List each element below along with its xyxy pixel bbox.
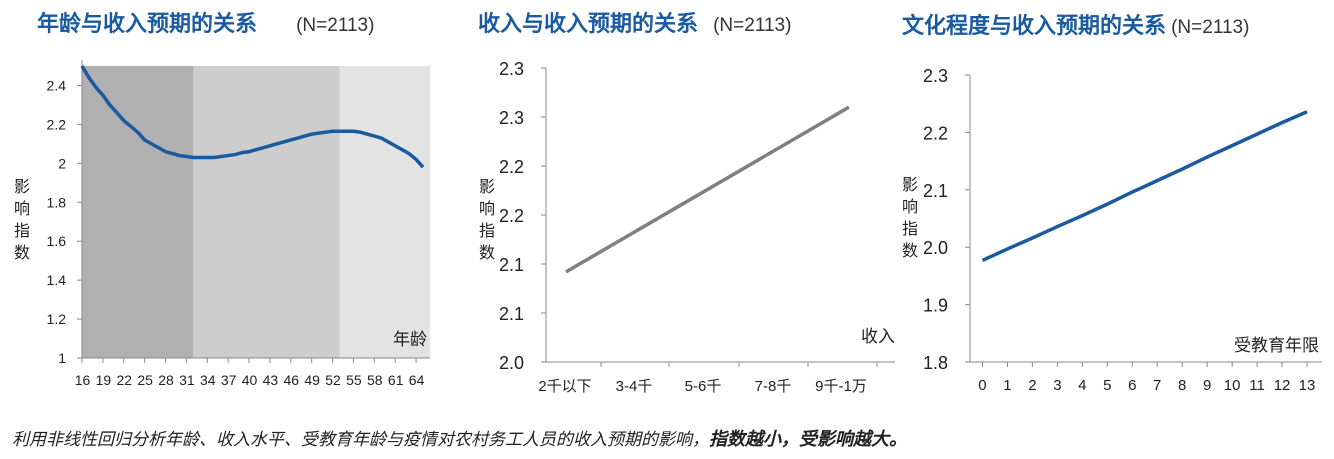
x-category-label: 5-6千 (685, 378, 722, 395)
age-band-3 (339, 66, 430, 358)
x-tick-label: 4 (1078, 377, 1086, 394)
x-tick-label: 19 (96, 372, 112, 388)
y-axis-label: 响 (479, 200, 495, 218)
y-tick-label: 1.8 (47, 194, 67, 210)
x-tick-label: 49 (304, 372, 320, 388)
x-tick-label: 7 (1153, 377, 1161, 394)
x-tick-label: 34 (200, 372, 216, 388)
y-tick-label: 2.3 (499, 108, 524, 128)
x-tick-label: 13 (1299, 377, 1316, 394)
y-tick-label: 2.4 (47, 77, 67, 93)
y-tick-label: 1.4 (47, 272, 67, 288)
x-tick-label: 52 (325, 372, 341, 388)
age-band-2 (193, 66, 340, 358)
x-tick-label: 0 (978, 377, 986, 394)
x-axis-label: 受教育年限 (1234, 336, 1319, 355)
y-axis-label: 指 (14, 222, 30, 240)
chart1-title-text: 年龄与收入预期的关系 (37, 12, 258, 37)
y-axis-label: 影 (14, 178, 30, 196)
y-tick-label: 2.2 (923, 123, 948, 143)
x-tick-label: 5 (1103, 377, 1111, 394)
chart2-title-text: 收入与收入预期的关系 (478, 12, 699, 37)
x-tick-label: 61 (388, 372, 404, 388)
y-axis-label: 响 (14, 200, 30, 218)
y-tick-label: 2.0 (499, 353, 524, 373)
y-tick-label: 1.8 (923, 353, 948, 373)
y-tick-label: 2.0 (923, 238, 948, 258)
x-axis-label: 年龄 (393, 330, 427, 349)
x-category-label: 9千-1万 (815, 378, 867, 395)
x-tick-label: 40 (242, 372, 258, 388)
y-axis-label: 数 (479, 244, 495, 262)
x-tick-label: 2 (1028, 377, 1036, 394)
x-tick-label: 31 (179, 372, 195, 388)
x-tick-label: 10 (1224, 377, 1241, 394)
x-category-label: 2千以下 (538, 378, 591, 395)
x-tick-label: 28 (158, 372, 174, 388)
footer-emphasis: 指数越小，受影响越大。 (709, 429, 907, 450)
footer-note: 利用非线性回归分析年龄、收入水平、受教育年龄与疫情对农村务工人员的收入预期的影响… (12, 425, 907, 451)
y-tick-label: 2.2 (499, 206, 524, 226)
x-category-label: 3-4千 (616, 378, 653, 395)
x-tick-label: 55 (346, 372, 362, 388)
y-tick-label: 2.3 (923, 66, 948, 86)
chart3-subtitle: (N=2113) (1171, 17, 1250, 38)
y-axis-label: 数 (14, 244, 30, 262)
x-tick-label: 8 (1178, 377, 1186, 394)
income-series-line (565, 105, 850, 274)
x-tick-label: 12 (1274, 377, 1291, 394)
y-axis-label: 影 (902, 176, 918, 194)
y-axis-label: 指 (479, 222, 495, 240)
x-tick-label: 64 (409, 372, 425, 388)
y-tick-label: 2.1 (499, 304, 524, 324)
y-tick-label: 2.1 (923, 181, 948, 201)
y-tick-label: 1 (58, 350, 66, 366)
y-axis-label: 数 (902, 242, 918, 260)
y-tick-label: 1.6 (47, 233, 67, 249)
y-tick-label: 2.3 (499, 59, 524, 79)
x-tick-label: 22 (116, 372, 132, 388)
age-series-line (80, 65, 425, 169)
x-tick-label: 11 (1249, 377, 1265, 394)
y-tick-label: 2.2 (47, 116, 67, 132)
y-axis-label: 指 (902, 220, 918, 238)
x-category-label: 7-8千 (755, 378, 792, 395)
chart3-title: 文化程度与收入预期的关系 (N=2113) (902, 8, 1249, 40)
chart3-title-text: 文化程度与收入预期的关系 (902, 14, 1167, 39)
chart1-subtitle: (N=2113) (296, 15, 375, 36)
x-tick-label: 37 (221, 372, 237, 388)
x-tick-label: 25 (137, 372, 153, 388)
y-axis-label: 响 (902, 198, 918, 216)
chart1-title: 年龄与收入预期的关系 (N=2113) (37, 6, 374, 38)
x-tick-label: 46 (284, 372, 300, 388)
footer-text: 利用非线性回归分析年龄、收入水平、受教育年龄与疫情对农村务工人员的收入预期的影响… (12, 430, 709, 450)
x-tick-label: 16 (75, 372, 91, 388)
x-tick-label: 6 (1128, 377, 1136, 394)
x-tick-label: 1 (1003, 377, 1011, 394)
education-series-line (981, 110, 1308, 262)
age-band-1 (82, 66, 194, 358)
x-tick-label: 43 (263, 372, 279, 388)
x-tick-label: 9 (1203, 377, 1211, 394)
y-tick-label: 2.1 (499, 255, 524, 275)
y-tick-label: 1.2 (47, 311, 67, 327)
y-tick-label: 1.9 (923, 296, 948, 316)
x-axis-label: 收入 (861, 327, 895, 346)
y-axis-label: 影 (479, 178, 495, 196)
chart2-subtitle: (N=2113) (713, 15, 792, 36)
x-tick-label: 58 (367, 372, 383, 388)
chart2-title: 收入与收入预期的关系 (N=2113) (478, 6, 791, 38)
x-tick-label: 3 (1053, 377, 1061, 394)
y-tick-label: 2 (58, 155, 66, 171)
y-tick-label: 2.2 (499, 157, 524, 177)
